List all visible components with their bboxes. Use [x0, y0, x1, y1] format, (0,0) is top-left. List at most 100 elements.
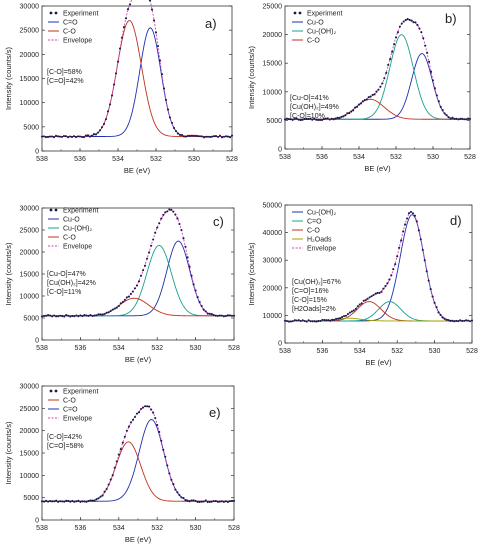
experiment-point	[425, 270, 428, 273]
experiment-point	[445, 114, 448, 117]
experiment-point	[99, 495, 102, 498]
experiment-point	[381, 82, 384, 85]
experiment-point	[208, 500, 211, 504]
experiment-point	[69, 500, 72, 503]
experiment-point	[91, 499, 94, 502]
experiment-point	[222, 500, 225, 503]
experiment-point	[182, 496, 185, 500]
y-tick-label: 15000	[20, 272, 40, 279]
experiment-point	[226, 500, 229, 504]
experiment-point	[188, 134, 192, 137]
experiment-point	[148, 0, 152, 2]
annotation: [C-O]=58%	[47, 69, 82, 76]
x-tick-label: 528	[466, 348, 478, 355]
experiment-point	[180, 496, 183, 499]
experiment-point	[103, 312, 106, 316]
x-tick-label: 534	[354, 348, 366, 355]
experiment-point	[76, 135, 80, 138]
experiment-point	[212, 135, 216, 138]
experiment-point	[222, 135, 226, 138]
experiment-point	[92, 133, 96, 136]
y-axis-title: Intensity (counts/s)	[4, 421, 13, 484]
experiment-point	[346, 112, 349, 115]
experiment-point	[198, 500, 201, 504]
experiment-point	[367, 96, 370, 99]
experiment-point	[293, 117, 296, 120]
experiment-point	[146, 405, 149, 408]
experiment-point	[335, 317, 338, 320]
experiment-point	[87, 499, 90, 503]
experiment-point	[320, 118, 324, 122]
experiment-point	[166, 108, 170, 111]
experiment-point	[139, 274, 143, 277]
experiment-point	[168, 116, 172, 119]
experiment-point	[123, 298, 126, 301]
y-tick-label: 0	[35, 338, 39, 345]
experiment-point	[184, 499, 187, 502]
experiment-point	[385, 71, 388, 74]
experiment-point	[116, 60, 120, 63]
legend-label: Envelope	[63, 244, 92, 251]
experiment-point	[467, 319, 470, 322]
experiment-point	[348, 311, 352, 314]
legend-label: Envelope	[63, 416, 92, 423]
experiment-point	[105, 487, 108, 491]
experiment-point	[315, 118, 318, 121]
experiment-point	[218, 134, 222, 137]
experiment-point	[75, 500, 78, 503]
experiment-point	[396, 31, 399, 34]
experiment-point	[42, 500, 46, 503]
legend-label: Cu-(OH)₂	[63, 226, 92, 233]
experiment-point	[113, 466, 116, 469]
legend-label: Envelope	[307, 246, 336, 253]
experiment-point	[152, 19, 156, 22]
experiment-point	[301, 118, 304, 121]
experiment-point	[373, 93, 376, 96]
experiment-point	[101, 313, 104, 316]
experiment-point	[428, 60, 431, 63]
experiment-point	[305, 320, 308, 323]
y-tick-label: 40000	[263, 230, 283, 237]
experiment-point	[407, 212, 411, 215]
experiment-point	[468, 117, 472, 120]
experiment-point	[392, 268, 395, 271]
experiment-point	[94, 133, 98, 136]
experiment-point	[232, 314, 236, 317]
experiment-point	[427, 279, 430, 282]
y-tick-label: 5000	[23, 495, 39, 502]
experiment-point	[283, 118, 287, 121]
experiment-point	[121, 300, 124, 303]
experiment-point	[365, 98, 368, 101]
experiment-point	[164, 98, 168, 101]
experiment-point	[368, 296, 371, 299]
experiment-point	[49, 500, 52, 503]
experiment-point	[54, 134, 58, 137]
experiment-point	[110, 94, 114, 97]
experiment-point	[156, 44, 160, 48]
experiment-point	[117, 453, 120, 456]
experiment-point	[459, 319, 462, 322]
experiment-point	[123, 435, 126, 438]
component-curve	[42, 240, 234, 317]
experiment-point	[144, 264, 147, 267]
experiment-point	[433, 301, 436, 304]
experiment-point	[380, 290, 383, 293]
experiment-point	[62, 134, 66, 138]
experiment-point	[307, 117, 310, 121]
experiment-point	[389, 58, 392, 61]
experiment-point	[202, 136, 206, 139]
experiment-point	[158, 59, 162, 62]
experiment-point	[96, 131, 100, 134]
legend-label: C-O	[63, 398, 76, 405]
experiment-point	[398, 246, 401, 249]
experiment-point	[95, 314, 98, 317]
experiment-point	[218, 314, 221, 317]
experiment-point	[150, 244, 153, 247]
experiment-point	[431, 295, 434, 298]
experiment-point	[196, 500, 199, 504]
legend-marker	[298, 11, 302, 15]
experiment-point	[57, 500, 60, 503]
experiment-point	[344, 114, 347, 117]
experiment-point	[402, 20, 405, 23]
experiment-point	[439, 313, 442, 316]
